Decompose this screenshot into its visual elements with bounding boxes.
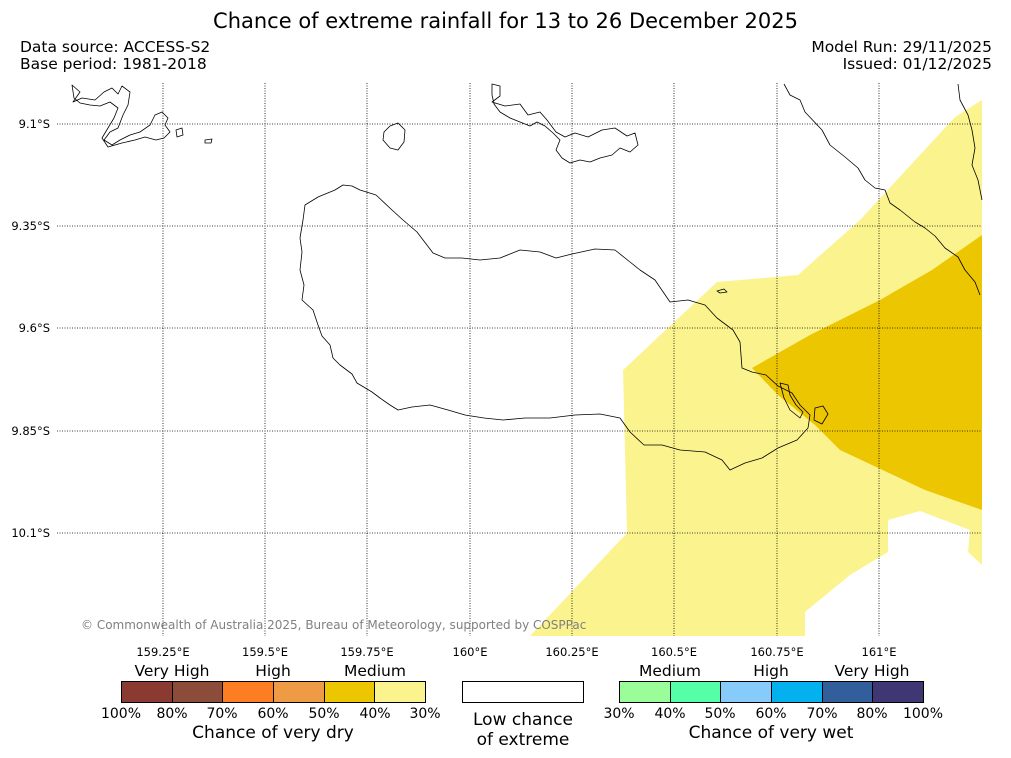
- dry-swatch: [122, 682, 173, 702]
- lon-label: 160.75°E: [750, 645, 804, 659]
- dry-swatch: [375, 682, 426, 702]
- data-source: Data source: ACCESS-S2: [20, 38, 211, 56]
- lat-label: 10.1°S: [11, 526, 50, 540]
- malaita-coast: [783, 83, 981, 296]
- wet-swatch: [620, 682, 671, 702]
- run-info: Model Run: 29/11/2025 Issued: 01/12/2025: [811, 39, 992, 73]
- marau-islets: [779, 382, 829, 425]
- wet-swatch: [670, 682, 722, 702]
- dry-legend-title: Chance of very dry: [192, 723, 354, 743]
- dry-tick: 100%: [100, 706, 142, 722]
- graticule: [57, 83, 982, 636]
- lat-label: 9.35°S: [11, 219, 50, 233]
- small-islet-b: [204, 138, 213, 144]
- wet-tick: 80%: [856, 706, 888, 722]
- wet-tick: 30%: [603, 706, 635, 722]
- lon-label: 161°E: [861, 645, 897, 659]
- low-chance-line2: of extreme: [476, 730, 570, 750]
- low-chance-label: Low chance of extreme: [443, 710, 603, 750]
- coastlines: [71, 83, 983, 471]
- issued-date: Issued: 01/12/2025: [842, 55, 992, 73]
- wet-tick: 60%: [755, 706, 787, 722]
- wet-swatch: [772, 682, 823, 702]
- dry-swatch: [324, 682, 376, 702]
- nggela-islands-coast: [491, 83, 639, 164]
- wet-category-medium: Medium: [639, 662, 701, 680]
- lon-label: 159.25°E: [136, 645, 190, 659]
- lon-label: 159.5°E: [242, 645, 288, 659]
- wet-tick: 70%: [806, 706, 838, 722]
- wet-category-very-high: Very High: [834, 662, 910, 680]
- dry-tick: 40%: [359, 706, 391, 722]
- lat-label: 9.6°S: [18, 321, 50, 335]
- savo-island-coast: [382, 122, 406, 151]
- wet-swatch: [822, 682, 874, 702]
- dry-colorbar: [121, 681, 426, 703]
- lon-label: 160.25°E: [545, 645, 599, 659]
- dry-category-very-high: Very High: [134, 662, 210, 680]
- wet-legend-title: Chance of very wet: [688, 723, 854, 743]
- dry-tick: 60%: [257, 706, 289, 722]
- wet-swatch: [873, 682, 924, 702]
- lon-label: 159.75°E: [340, 645, 394, 659]
- shade-40-50: [752, 235, 982, 510]
- dry-category-medium: Medium: [344, 662, 406, 680]
- model-run: Model Run: 29/11/2025: [811, 38, 992, 56]
- russell-islands-coast: [71, 84, 171, 148]
- dry-tick: 70%: [206, 706, 238, 722]
- lat-label: 9.85°S: [11, 424, 50, 438]
- source-info: Data source: ACCESS-S2 Base period: 1981…: [20, 39, 210, 73]
- guadalcanal-coast: [299, 184, 811, 471]
- dry-tick: 80%: [156, 706, 188, 722]
- copyright-notice: © Commonwealth of Australia 2025, Bureau…: [81, 618, 587, 632]
- dry-swatch: [274, 682, 325, 702]
- dry-swatch: [172, 682, 224, 702]
- dry-swatch: [223, 682, 275, 702]
- malaita-east-coast: [957, 83, 983, 201]
- dry-category-high: High: [255, 662, 291, 680]
- lat-label: 9.1°S: [18, 117, 50, 131]
- lon-label: 160.5°E: [651, 645, 697, 659]
- wet-tick: 50%: [704, 706, 736, 722]
- wet-tick: 40%: [654, 706, 686, 722]
- islet-coast: [716, 288, 728, 294]
- wet-category-high: High: [753, 662, 789, 680]
- small-islet-a: [175, 127, 184, 138]
- dry-tick: 30%: [409, 706, 441, 722]
- wet-colorbar: [619, 681, 924, 703]
- base-period: Base period: 1981-2018: [20, 55, 207, 73]
- wet-tick: 100%: [902, 706, 944, 722]
- low-chance-swatch: [462, 681, 584, 703]
- wet-swatch: [721, 682, 773, 702]
- map-title: Chance of extreme rainfall for 13 to 26 …: [213, 9, 798, 33]
- dry-tick: 50%: [308, 706, 340, 722]
- low-chance-line1: Low chance: [473, 710, 573, 730]
- lon-label: 160°E: [452, 645, 488, 659]
